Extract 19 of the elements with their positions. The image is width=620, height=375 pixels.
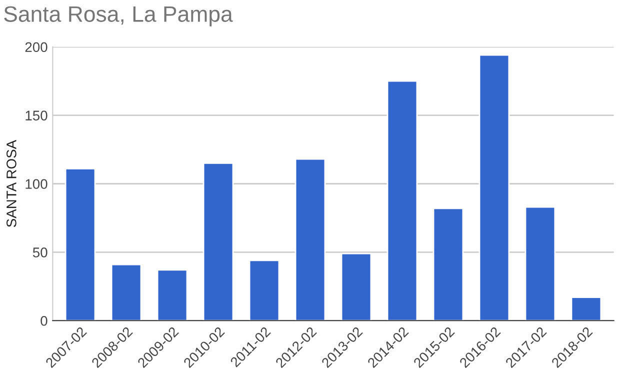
y-tick-label: 150 [26, 110, 48, 120]
bar [110, 264, 142, 321]
bar [64, 168, 96, 321]
y-axis-title: SANTA ROSA [6, 140, 16, 227]
y-tick-label: 200 [25, 42, 48, 52]
bar [432, 208, 464, 321]
bar [156, 269, 188, 321]
bar [570, 296, 602, 321]
y-tick-label: 100 [26, 179, 48, 189]
y-tick-label: 50 [32, 248, 48, 258]
bar [386, 80, 418, 321]
bar [524, 206, 556, 321]
bar [294, 158, 326, 321]
chart-title: Santa Rosa, La Pampa [4, 6, 233, 26]
bar [248, 260, 280, 321]
bar [478, 54, 510, 321]
bar [340, 252, 372, 321]
y-tick-label: 0 [40, 316, 48, 326]
bar [202, 162, 234, 321]
